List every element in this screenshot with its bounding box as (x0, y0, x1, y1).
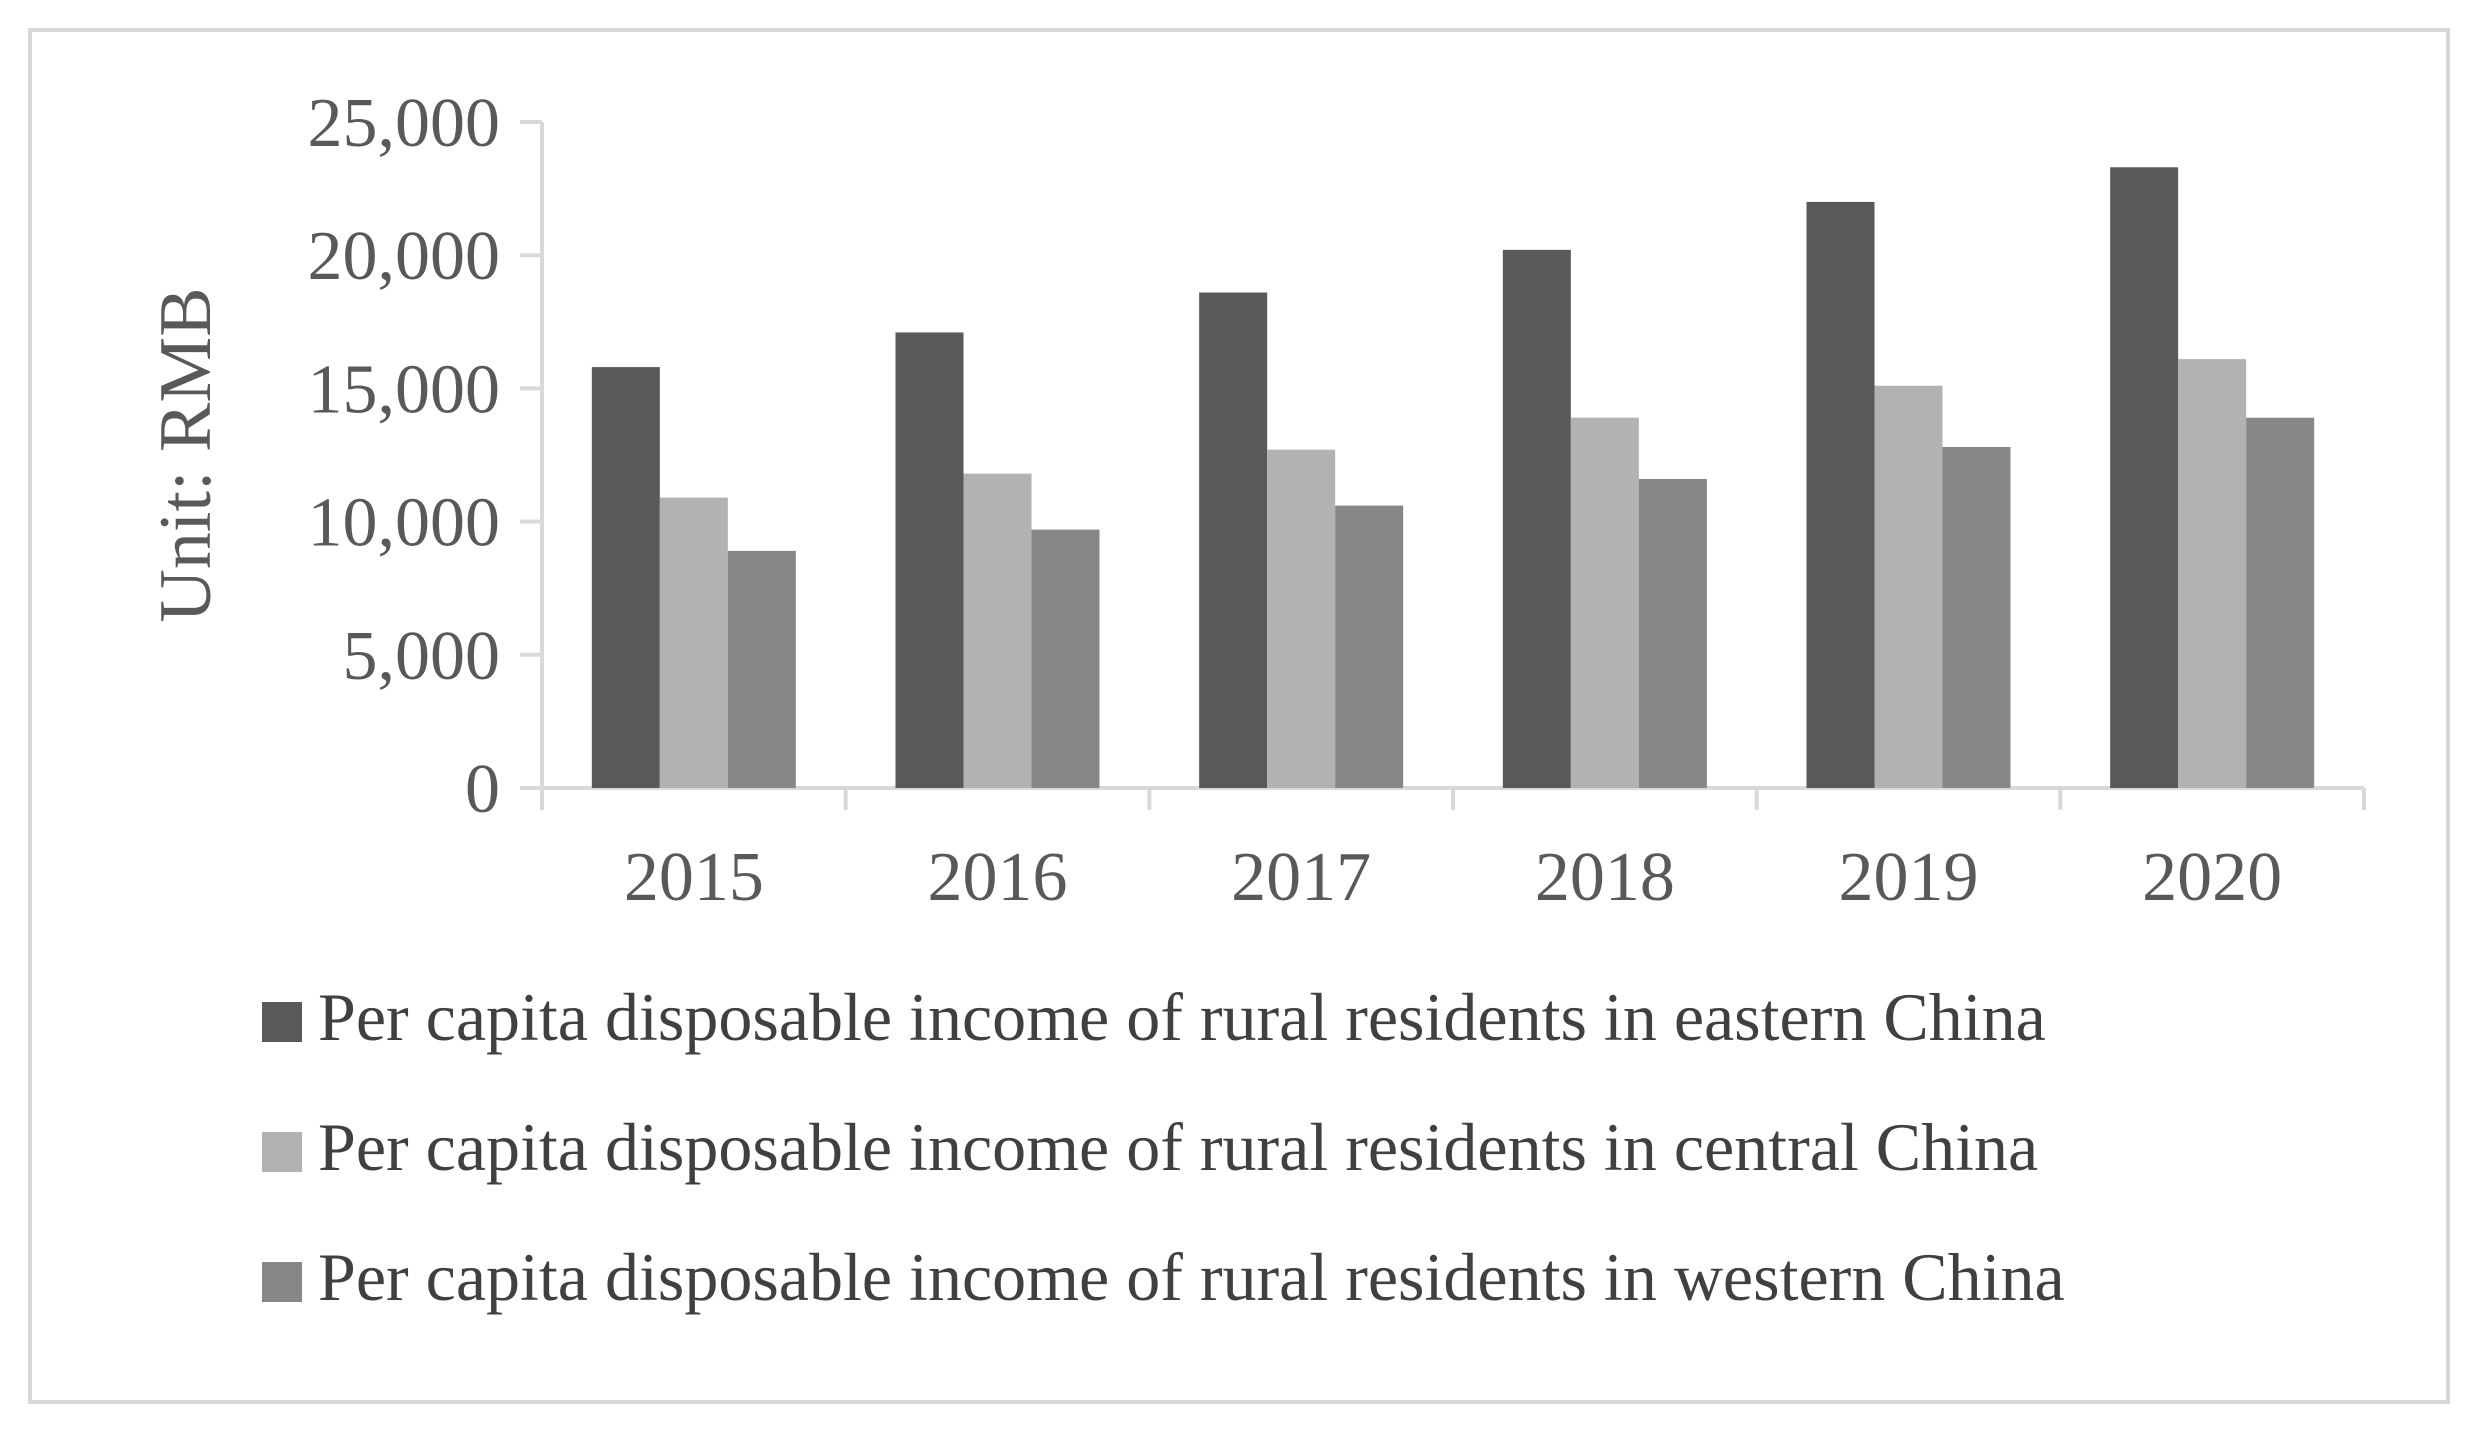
y-tick-label: 20,000 (308, 218, 501, 295)
y-tick-label: 10,000 (308, 485, 501, 562)
bar-series-3-2019 (1942, 447, 2011, 788)
legend-swatch-2 (262, 1132, 302, 1172)
bar-series-1-2015 (591, 367, 660, 788)
bar-series-2-2020 (2178, 359, 2247, 788)
axes-group (520, 122, 2364, 790)
bar-series-2-2015 (659, 497, 728, 788)
x-tick-group: 2015 2016 2017 2018 2019 2020 (540, 788, 2366, 916)
bar-series-3-2015 (727, 550, 796, 788)
y-axis-title: Unit: RMB (145, 287, 227, 622)
y-tick-label: 5,000 (343, 618, 501, 695)
bar-series-3-2018 (1638, 478, 1707, 788)
bar-series-2-2019 (1874, 385, 1943, 788)
x-tick-label: 2020 (2142, 839, 2282, 916)
bar-series-1-2019 (1806, 201, 1875, 789)
bar-series-3-2017 (1335, 505, 1404, 788)
legend-label-2: Per capita disposable income of rural re… (318, 1109, 2038, 1185)
legend-label-1: Per capita disposable income of rural re… (318, 979, 2046, 1055)
x-tick-label: 2016 (928, 839, 1068, 916)
y-tick-label: 15,000 (308, 351, 501, 428)
y-tick-label: 0 (465, 751, 500, 828)
bar-series-1-2020 (2110, 167, 2179, 789)
bar-series-2-2017 (1267, 449, 1336, 788)
bar-series-3-2016 (1031, 529, 1100, 788)
y-tick-group: 0 5,000 10,000 15,000 20,000 25,000 (308, 85, 542, 828)
bar-series-1-2017 (1199, 292, 1268, 788)
bar-series-2-2018 (1570, 417, 1639, 788)
bar-series-1-2018 (1502, 249, 1571, 788)
y-tick-label: 25,000 (308, 85, 501, 162)
legend-swatch-3 (262, 1262, 302, 1302)
legend-label-3: Per capita disposable income of rural re… (318, 1239, 2065, 1315)
legend: Per capita disposable income of rural re… (262, 979, 2065, 1315)
legend-swatch-1 (262, 1002, 302, 1042)
bar-series-2-2016 (963, 473, 1032, 788)
bar-series-1-2016 (895, 332, 964, 788)
x-tick-label: 2015 (624, 839, 764, 916)
bars-group (591, 167, 2315, 789)
bar-series-3-2020 (2246, 417, 2315, 788)
x-tick-label: 2017 (1231, 839, 1371, 916)
x-tick-label: 2019 (1839, 839, 1979, 916)
x-tick-label: 2018 (1535, 839, 1675, 916)
